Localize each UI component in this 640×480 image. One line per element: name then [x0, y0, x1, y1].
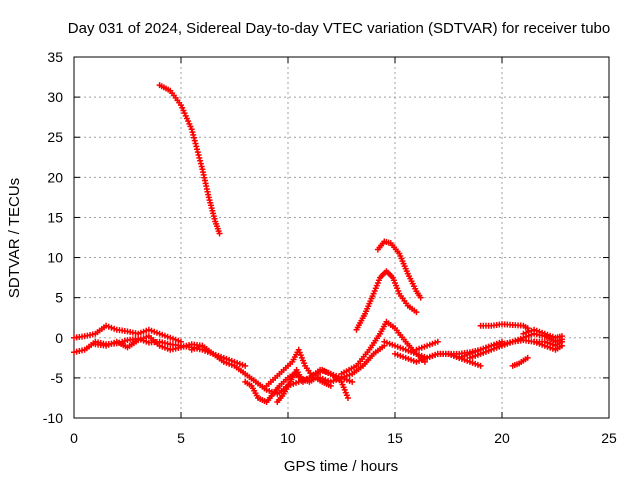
data-point — [178, 338, 184, 345]
series-arc-21 — [509, 354, 531, 369]
point-marker — [194, 149, 201, 156]
series-arc-15 — [413, 338, 441, 353]
data-point — [477, 362, 484, 369]
point-marker — [193, 143, 200, 150]
y-tick-label: 35 — [47, 49, 63, 65]
x-tick-label: 5 — [177, 430, 185, 446]
series-arc-5 — [71, 335, 249, 369]
y-tick-label: 25 — [47, 129, 63, 145]
point-marker — [194, 146, 201, 153]
data-point — [413, 309, 420, 316]
data-point — [216, 230, 223, 237]
x-tick-label: 15 — [387, 430, 403, 446]
data-point — [344, 394, 351, 401]
point-marker — [189, 129, 196, 136]
point-marker — [197, 157, 204, 164]
series-arc-12 — [317, 342, 388, 385]
point-marker — [198, 163, 205, 170]
data-point — [417, 294, 424, 301]
x-tick-label: 10 — [280, 430, 296, 446]
x-axis-label: GPS time / hours — [284, 458, 398, 475]
series-arc-8 — [188, 342, 313, 397]
series-arc-1 — [156, 82, 223, 237]
data-point — [242, 362, 249, 369]
plot-frame — [73, 56, 610, 419]
point-marker — [195, 151, 202, 158]
series-arc-19 — [520, 326, 565, 341]
axis-ticks: 0 5 10 15 20 25 -10 -5 0 5 10 15 20 25 30 35 — [43, 49, 617, 446]
y-axis-label: SDTVAR / TECUs — [6, 178, 23, 298]
series-arc-18 — [477, 321, 531, 332]
y-tick-label: 20 — [47, 169, 63, 185]
x-tick-label: 25 — [601, 430, 617, 446]
point-marker — [190, 131, 197, 138]
data-point — [524, 354, 531, 361]
x-tick-label: 0 — [70, 430, 78, 446]
data-point — [558, 342, 565, 349]
data-point — [349, 378, 356, 385]
y-tick-label: 5 — [55, 290, 63, 306]
point-marker — [197, 160, 204, 167]
data-point — [524, 325, 531, 332]
point-marker — [190, 134, 197, 141]
data-point — [188, 126, 195, 133]
point-marker — [191, 137, 198, 144]
point-marker — [192, 140, 199, 147]
grid — [74, 57, 609, 418]
data-point — [434, 338, 441, 345]
y-tick-label: 30 — [47, 89, 63, 105]
y-tick-label: 10 — [47, 250, 63, 266]
series-arc-3 — [353, 268, 420, 333]
chart-title: Day 031 of 2024, Sidereal Day-to-day VTE… — [68, 20, 610, 37]
y-tick-label: -5 — [51, 370, 64, 386]
data-points — [71, 82, 565, 405]
data-point — [558, 333, 565, 340]
series-arc-6 — [71, 322, 184, 345]
series-arc-2 — [374, 238, 424, 301]
y-tick-label: -10 — [43, 410, 63, 426]
x-tick-label: 20 — [494, 430, 510, 446]
y-tick-label: 15 — [47, 209, 63, 225]
point-marker — [196, 154, 203, 161]
series-arc-20 — [531, 338, 565, 353]
y-tick-label: 0 — [55, 330, 63, 346]
